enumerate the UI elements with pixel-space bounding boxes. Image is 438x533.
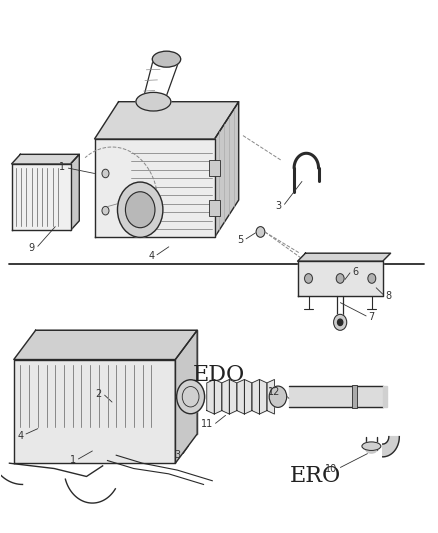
Polygon shape xyxy=(215,102,239,237)
Text: 2: 2 xyxy=(96,389,102,399)
Polygon shape xyxy=(289,386,383,407)
Text: 4: 4 xyxy=(148,252,154,261)
Text: 1: 1 xyxy=(70,455,76,465)
Bar xyxy=(352,385,357,408)
Text: ERO: ERO xyxy=(290,465,341,488)
Circle shape xyxy=(125,192,155,228)
Circle shape xyxy=(368,273,376,283)
Polygon shape xyxy=(383,437,399,457)
Circle shape xyxy=(334,314,347,330)
Text: 12: 12 xyxy=(268,387,281,397)
Polygon shape xyxy=(214,379,222,414)
Text: 7: 7 xyxy=(368,312,374,322)
Circle shape xyxy=(336,273,344,283)
Polygon shape xyxy=(252,379,259,414)
Text: 5: 5 xyxy=(237,236,243,246)
Text: 11: 11 xyxy=(201,419,213,430)
Circle shape xyxy=(102,169,109,177)
Polygon shape xyxy=(14,330,197,360)
Polygon shape xyxy=(230,379,237,414)
Text: 8: 8 xyxy=(385,290,391,301)
Polygon shape xyxy=(95,139,215,237)
Text: EDO: EDO xyxy=(193,365,245,386)
Bar xyxy=(209,160,220,176)
Ellipse shape xyxy=(152,51,181,67)
Circle shape xyxy=(256,227,265,237)
Ellipse shape xyxy=(136,92,171,111)
Polygon shape xyxy=(267,379,275,414)
Text: 6: 6 xyxy=(353,267,359,277)
Circle shape xyxy=(269,386,287,407)
Polygon shape xyxy=(35,330,197,434)
Text: 3: 3 xyxy=(174,450,180,459)
Polygon shape xyxy=(297,253,391,261)
Polygon shape xyxy=(244,379,252,414)
Ellipse shape xyxy=(362,442,381,450)
Circle shape xyxy=(338,319,343,326)
Polygon shape xyxy=(259,379,267,414)
Polygon shape xyxy=(12,155,79,164)
Polygon shape xyxy=(71,155,79,230)
Ellipse shape xyxy=(366,447,377,453)
Text: 3: 3 xyxy=(276,201,282,211)
Polygon shape xyxy=(207,379,214,414)
Polygon shape xyxy=(95,102,239,139)
Polygon shape xyxy=(383,386,387,407)
Circle shape xyxy=(102,206,109,215)
Polygon shape xyxy=(297,261,383,296)
Polygon shape xyxy=(12,164,71,230)
Polygon shape xyxy=(14,360,175,463)
Polygon shape xyxy=(237,379,244,414)
Circle shape xyxy=(177,379,205,414)
Polygon shape xyxy=(222,379,230,414)
Polygon shape xyxy=(175,330,197,463)
Text: 10: 10 xyxy=(325,464,337,473)
Circle shape xyxy=(117,182,163,237)
Text: 1: 1 xyxy=(59,162,65,172)
Text: 9: 9 xyxy=(28,243,35,253)
Bar xyxy=(209,200,220,216)
Text: 4: 4 xyxy=(17,431,23,441)
Circle shape xyxy=(304,273,312,283)
